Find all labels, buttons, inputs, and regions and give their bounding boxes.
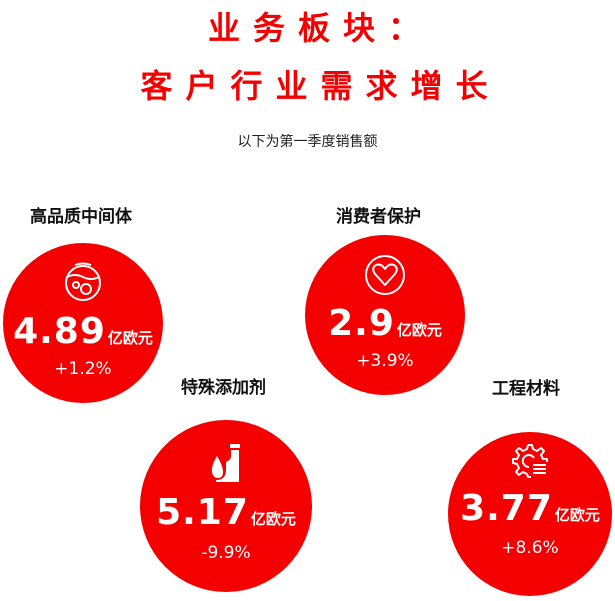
segment-unit: 亿欧元 [107, 329, 153, 347]
segment-change: +3.9% [356, 351, 414, 371]
segment-change: +1.2% [54, 359, 112, 379]
segment-value: 5.17 [156, 492, 249, 533]
subtitle: 以下为第一季度销售额 [237, 134, 378, 150]
segment-label-consumer-protection: 消费者保护 [336, 207, 421, 227]
segment-unit: 亿欧元 [396, 321, 442, 339]
drop-bottle-icon [211, 444, 240, 482]
heart-icon [365, 255, 405, 295]
segment-change: +8.6% [501, 538, 559, 558]
segment-unit: 亿欧元 [250, 510, 296, 528]
segment-value: 4.89 [13, 311, 106, 352]
gear-list-icon [512, 444, 548, 478]
segment-circle-engineering-materials: 3.77 亿欧元 +8.6% [448, 432, 612, 596]
segment-value: 3.77 [460, 488, 553, 529]
segment-value: 2.9 [328, 303, 395, 344]
segment-change: -9.9% [201, 543, 251, 563]
segment-label-intermediates: 高品质中间体 [30, 207, 132, 227]
flask-bubbles-icon [65, 262, 101, 301]
segment-label-specialty-additives: 特殊添加剂 [181, 378, 266, 398]
segment-circle-consumer-protection: 2.9 亿欧元 +3.9% [305, 235, 465, 395]
segment-label-engineering-materials: 工程材料 [492, 379, 560, 399]
segment-circle-intermediates: 4.89 亿欧元 +1.2% [3, 243, 163, 403]
page-title-line1: 业务板块： [207, 9, 433, 47]
page-title-line2: 客户行业需求增长 [140, 67, 501, 105]
segment-circle-specialty-additives: 5.17 亿欧元 -9.9% [140, 420, 312, 592]
segment-unit: 亿欧元 [554, 506, 600, 524]
